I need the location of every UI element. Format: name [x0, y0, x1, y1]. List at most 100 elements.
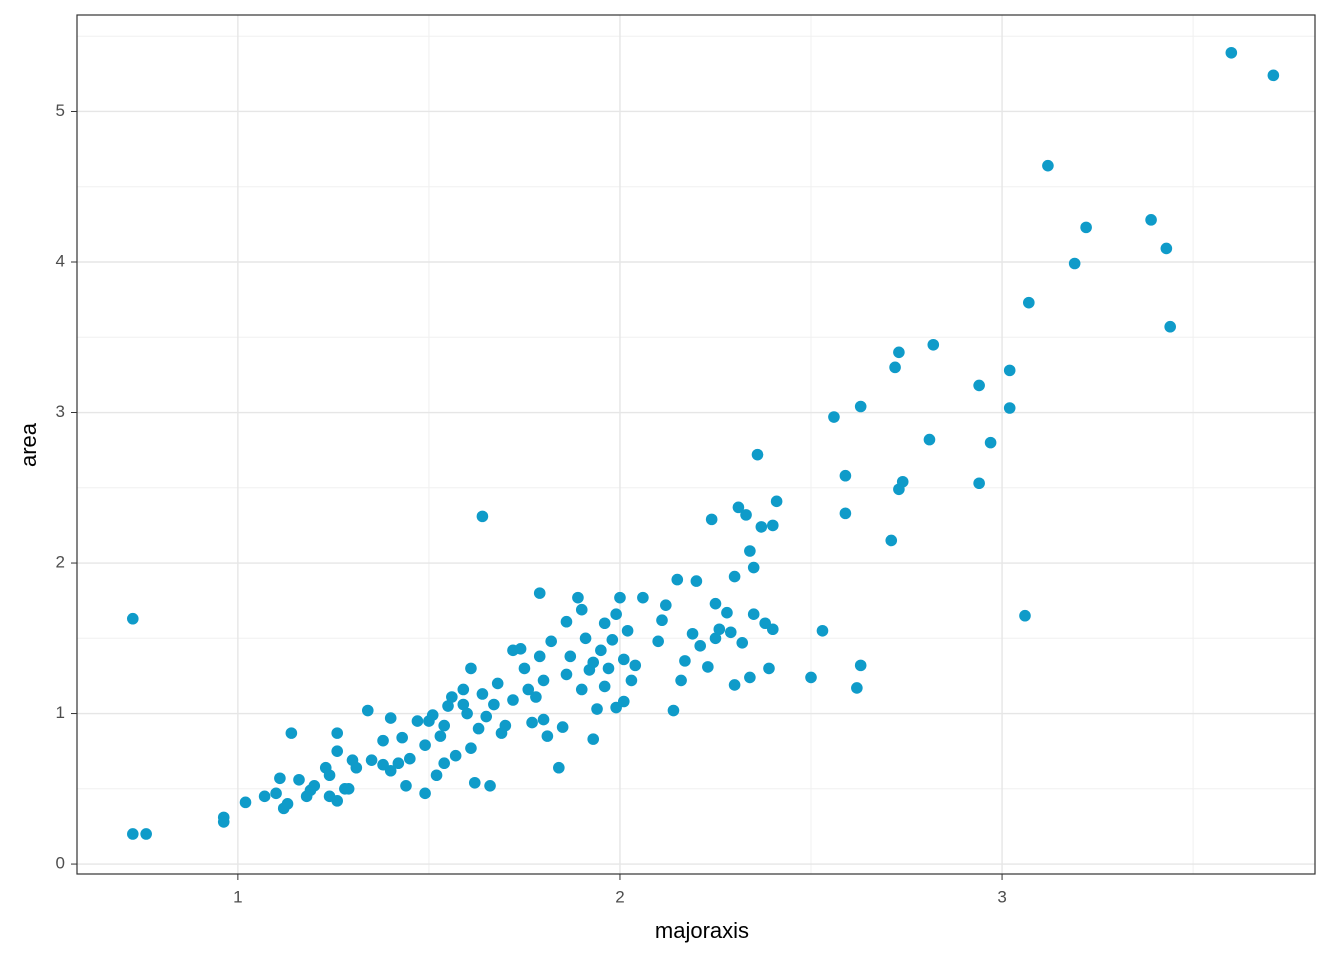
point [621, 624, 634, 637]
point [1068, 257, 1081, 270]
point [744, 671, 756, 684]
point [556, 721, 569, 733]
point [660, 599, 672, 611]
point [507, 694, 519, 706]
point [384, 764, 397, 777]
point [426, 709, 439, 721]
point [854, 400, 867, 413]
point [488, 698, 500, 711]
point [705, 513, 718, 526]
point [751, 448, 764, 461]
point [694, 640, 707, 652]
point [625, 674, 638, 687]
point [484, 779, 496, 792]
point [927, 338, 940, 351]
point [767, 623, 779, 636]
point [606, 633, 619, 646]
point [442, 700, 454, 712]
point [770, 495, 783, 508]
point [637, 591, 649, 604]
point [545, 635, 557, 648]
point [671, 573, 684, 586]
point [984, 436, 997, 449]
point [728, 679, 741, 691]
point [614, 591, 626, 604]
point [537, 713, 550, 726]
point [396, 731, 408, 744]
point [331, 745, 344, 757]
point [411, 715, 424, 727]
point [461, 707, 473, 720]
point [491, 677, 504, 690]
point [350, 761, 363, 774]
point [468, 776, 481, 789]
point [709, 597, 722, 610]
point [763, 662, 775, 675]
point [747, 608, 760, 621]
point [686, 627, 699, 640]
point [476, 510, 489, 523]
point [1145, 214, 1157, 226]
points [126, 46, 1280, 840]
point [805, 671, 817, 684]
point [575, 683, 588, 696]
point [560, 615, 573, 628]
point [629, 659, 642, 672]
point [617, 695, 630, 708]
point [472, 722, 485, 735]
point [1160, 242, 1173, 255]
point [514, 643, 527, 655]
point [533, 650, 546, 663]
point [457, 683, 470, 696]
point [342, 783, 355, 795]
point [404, 752, 416, 765]
point [293, 773, 305, 786]
point [457, 698, 470, 711]
point [239, 796, 252, 809]
point [518, 662, 531, 675]
point [384, 712, 397, 724]
point [728, 570, 741, 583]
point [744, 545, 756, 557]
point [480, 710, 493, 723]
point [851, 682, 863, 694]
point [438, 719, 450, 732]
point [893, 346, 905, 359]
point [365, 754, 378, 767]
point [598, 680, 611, 693]
y-tick-label: 2 [56, 553, 65, 572]
point [732, 501, 745, 514]
x-tick-label: 2 [615, 887, 624, 906]
point [675, 674, 687, 687]
point [1080, 221, 1092, 234]
point [667, 704, 680, 717]
point [530, 691, 542, 703]
point [591, 703, 603, 715]
point [499, 719, 512, 732]
point [579, 632, 592, 645]
point [281, 798, 294, 810]
point [839, 469, 852, 482]
point [331, 795, 344, 807]
point [896, 475, 909, 488]
point [747, 561, 760, 574]
panel-border [76, 14, 1316, 875]
point [839, 507, 852, 520]
point [465, 742, 477, 754]
point [828, 411, 840, 423]
point [598, 617, 611, 630]
point [1225, 46, 1238, 59]
point [572, 591, 584, 604]
point [553, 761, 565, 774]
x-tick-label: 1 [233, 887, 242, 906]
point [419, 739, 431, 751]
point [1164, 320, 1176, 333]
point [617, 653, 630, 666]
x-axis-title: majoraxis [655, 918, 749, 943]
point [560, 668, 573, 681]
point [740, 509, 752, 521]
point [1023, 296, 1035, 309]
point [679, 655, 691, 667]
point [690, 575, 703, 587]
